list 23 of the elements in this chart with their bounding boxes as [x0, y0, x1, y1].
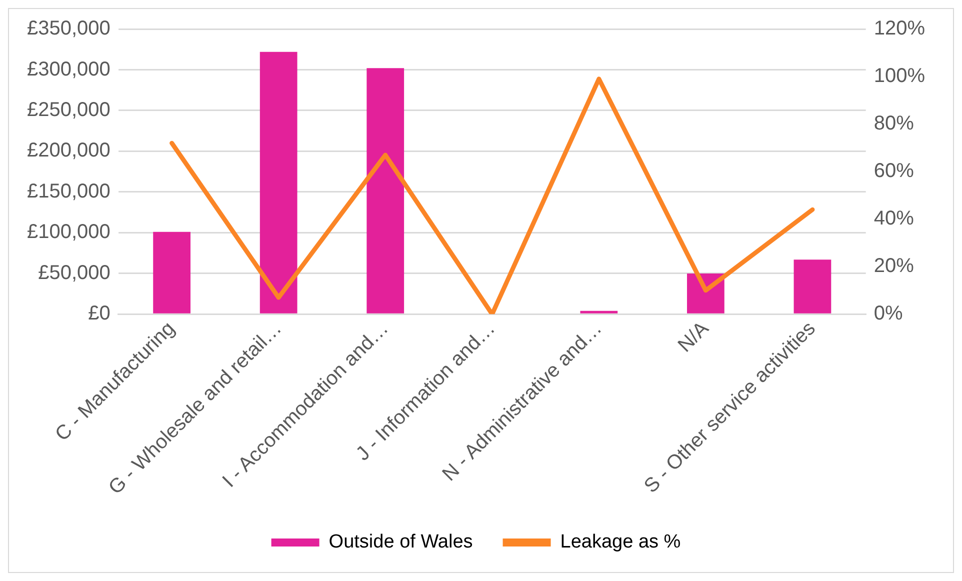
- x-tick-label: N/A: [674, 317, 714, 357]
- y-tick-label: £50,000: [38, 262, 110, 284]
- y2-tick-label: 20%: [874, 255, 914, 278]
- y-tick-label: £0: [88, 302, 110, 325]
- y-tick-label: £250,000: [26, 98, 110, 121]
- y-tick-label: £100,000: [26, 221, 110, 244]
- legend-label: Leakage as %: [560, 532, 681, 553]
- bar: [153, 232, 190, 314]
- bar: [794, 260, 832, 314]
- bar: [366, 68, 404, 314]
- y2-tick-label: 40%: [874, 208, 914, 230]
- y2-tick-label: 120%: [874, 18, 926, 40]
- y-tick-label: £150,000: [26, 180, 110, 202]
- y2-tick-label: 0%: [874, 302, 903, 325]
- y-tick-label: £200,000: [26, 140, 110, 162]
- bar: [260, 52, 298, 314]
- y2-tick-label: 100%: [874, 65, 926, 88]
- y2-tick-label: 60%: [874, 160, 914, 182]
- y2-tick-label: 80%: [874, 112, 914, 135]
- y-tick-label: £350,000: [26, 18, 110, 40]
- bar: [580, 310, 618, 314]
- y-tick-label: £300,000: [26, 58, 110, 80]
- legend-label: Outside of Wales: [328, 532, 473, 553]
